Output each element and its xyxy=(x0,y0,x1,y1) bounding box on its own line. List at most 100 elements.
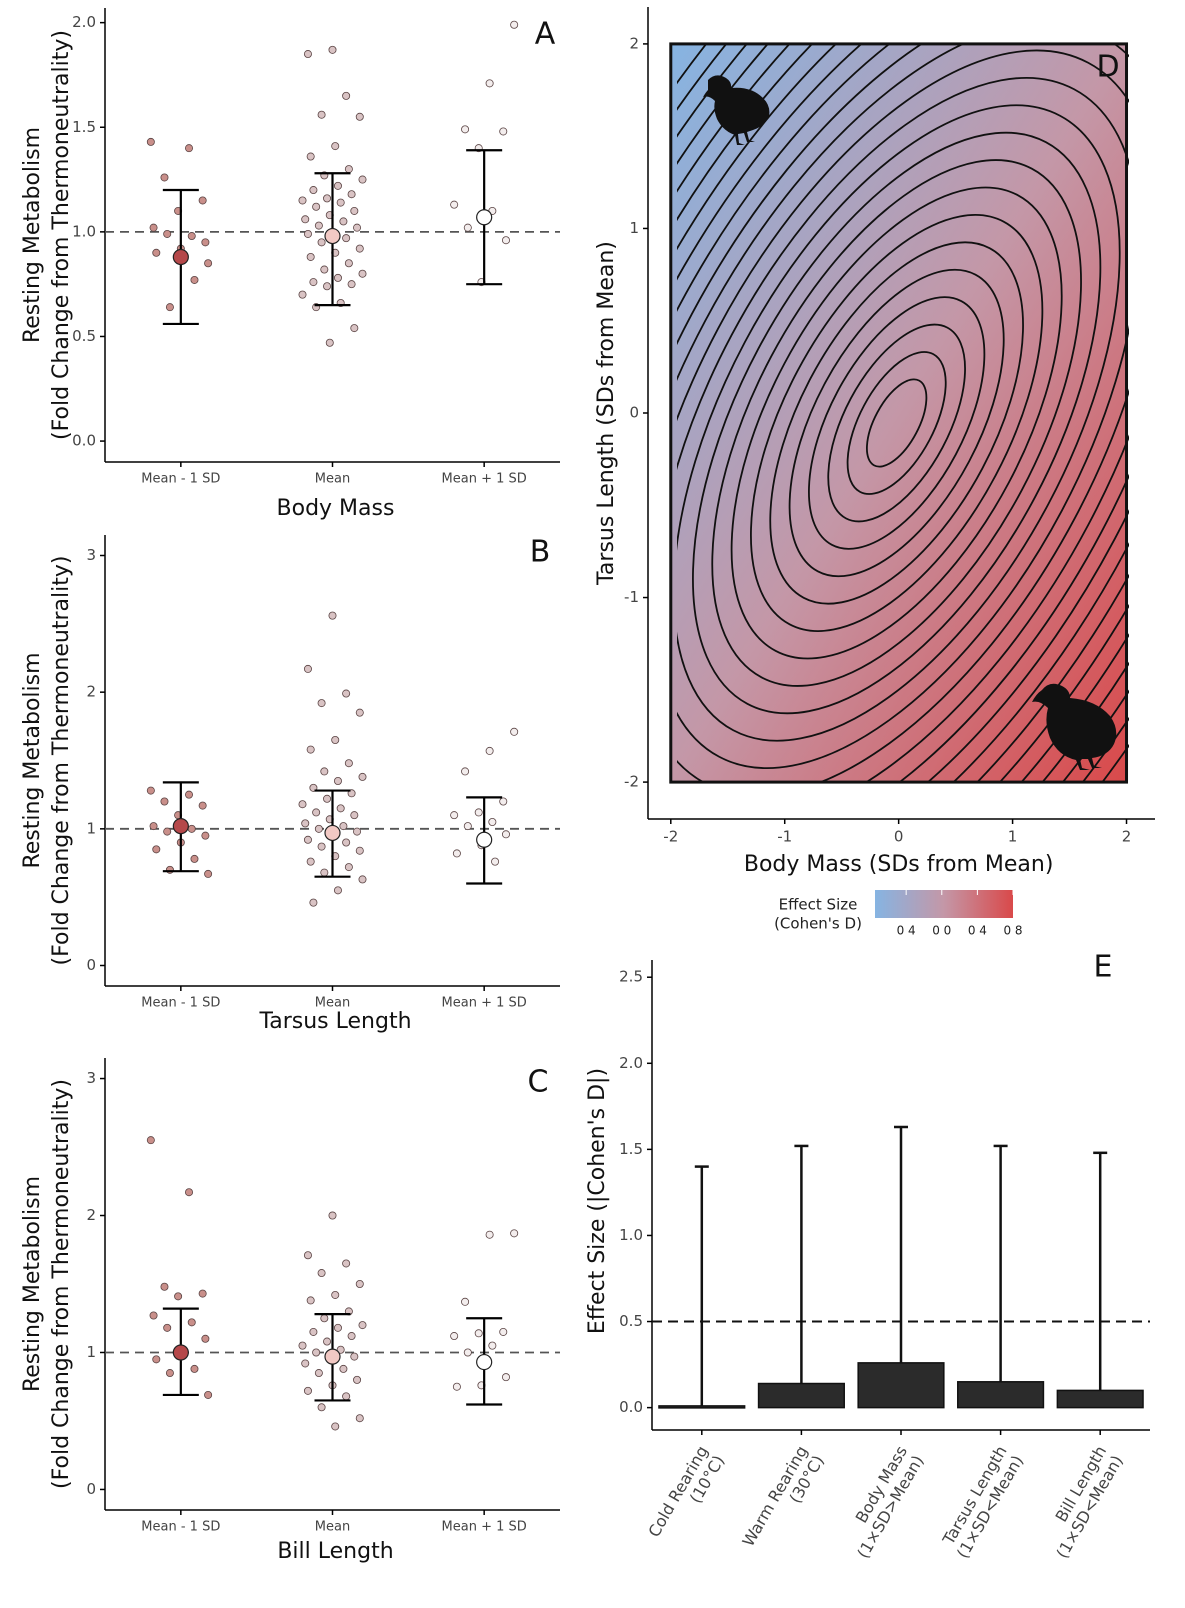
colorbar-tick-label: 0 8 xyxy=(1003,924,1022,938)
data-point xyxy=(314,824,323,833)
data-point xyxy=(198,1289,207,1298)
data-point xyxy=(165,865,174,874)
data-point xyxy=(309,898,318,907)
data-point xyxy=(303,1386,312,1395)
data-point xyxy=(461,1297,470,1306)
data-point xyxy=(342,1259,351,1268)
data-point xyxy=(149,223,158,232)
data-point xyxy=(339,822,348,831)
data-point xyxy=(149,822,158,831)
data-point xyxy=(306,252,315,261)
data-point xyxy=(499,127,508,136)
data-point xyxy=(163,1323,172,1332)
data-point xyxy=(344,863,353,872)
legend-title: Effect Size xyxy=(779,896,858,914)
data-point xyxy=(320,265,329,274)
data-point xyxy=(328,1211,337,1220)
contour-line xyxy=(769,241,1024,605)
data-point xyxy=(185,1188,194,1197)
y-tick-label: 2.0 xyxy=(619,1054,643,1072)
x-tick-label: Mean - 1 SD xyxy=(141,996,220,1011)
data-point xyxy=(463,1348,472,1357)
x-tick-label: -1 xyxy=(777,828,792,846)
data-point xyxy=(298,196,307,205)
data-point xyxy=(317,842,326,851)
bar xyxy=(1056,1389,1144,1409)
data-point xyxy=(201,1334,210,1343)
data-point xyxy=(491,857,500,866)
contour-line xyxy=(677,49,1129,782)
colorbar-tick-label: 0 4 xyxy=(897,924,916,938)
mean-point xyxy=(476,831,493,848)
y-tick-label: 3 xyxy=(86,1069,96,1087)
data-point xyxy=(461,125,470,134)
data-point xyxy=(510,727,519,736)
data-point xyxy=(355,708,364,717)
data-point xyxy=(355,1414,364,1423)
data-point xyxy=(358,1321,367,1330)
x-tick-label: 2 xyxy=(1122,828,1132,846)
data-point xyxy=(355,846,364,855)
contour-line xyxy=(846,351,947,495)
data-point xyxy=(510,20,519,29)
data-point xyxy=(485,1230,494,1239)
data-point xyxy=(344,259,353,268)
y-tick-label: 1.0 xyxy=(72,222,96,240)
data-point xyxy=(317,238,326,247)
bird-icon xyxy=(1032,683,1117,770)
data-point xyxy=(331,1422,340,1431)
contour-line xyxy=(677,44,1129,782)
contours xyxy=(677,44,1129,782)
x-axis-title: Bill Length xyxy=(277,1539,393,1564)
mean-point xyxy=(172,248,189,266)
mean-point xyxy=(172,1344,189,1361)
data-point xyxy=(323,194,332,203)
data-point xyxy=(309,186,318,195)
panel-letter: B xyxy=(530,535,551,570)
data-point xyxy=(350,206,359,215)
data-point xyxy=(306,857,315,866)
data-point xyxy=(350,811,359,820)
x-tick-label-group: Bill Length(1×SD<Mean) xyxy=(1036,1442,1127,1561)
data-point xyxy=(358,875,367,884)
x-tick-label: Mean + 1 SD xyxy=(442,472,527,487)
data-point xyxy=(317,1269,326,1278)
data-point xyxy=(336,804,345,813)
data-point xyxy=(342,234,351,243)
data-point xyxy=(510,1229,519,1238)
data-point xyxy=(320,1314,329,1323)
x-tick-label-group: Tarsus Length(1×SD<Mean) xyxy=(936,1442,1027,1561)
y-tick-label: 0.5 xyxy=(72,327,96,345)
data-point xyxy=(353,1375,362,1384)
data-point xyxy=(174,1292,183,1301)
data-point xyxy=(201,238,210,247)
y-axis-title: Resting Metabolism xyxy=(20,127,45,343)
data-point xyxy=(303,50,312,59)
data-point xyxy=(187,824,196,833)
data-point xyxy=(488,1341,497,1350)
contour-line xyxy=(866,378,928,468)
bar xyxy=(857,1362,945,1409)
data-point xyxy=(185,144,194,153)
data-point xyxy=(450,1332,459,1341)
data-point xyxy=(190,854,199,863)
data-point xyxy=(461,767,470,776)
data-point xyxy=(485,746,494,755)
data-point xyxy=(342,91,351,100)
x-tick-label: Mean + 1 SD xyxy=(442,1520,527,1535)
y-tick-label: 0.0 xyxy=(72,432,96,450)
data-point xyxy=(165,303,174,312)
heatmap-border xyxy=(669,42,1129,784)
data-point xyxy=(152,248,161,257)
data-point xyxy=(358,269,367,278)
data-point xyxy=(501,236,510,245)
data-point xyxy=(325,338,334,347)
data-point xyxy=(342,689,351,698)
data-point xyxy=(333,777,342,786)
data-point xyxy=(336,198,345,207)
data-point xyxy=(344,759,353,768)
data-point xyxy=(298,800,307,809)
data-point xyxy=(353,223,362,232)
data-point xyxy=(342,1392,351,1401)
y-tick-label: 1.5 xyxy=(619,1140,643,1158)
